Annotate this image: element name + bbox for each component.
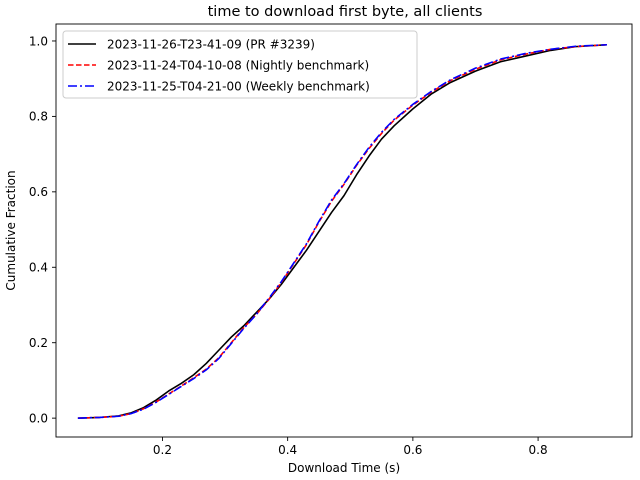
chart-title: time to download first byte, all clients	[208, 4, 483, 20]
plot-frame	[55, 23, 633, 438]
y-tick-label: 0.6	[29, 185, 48, 199]
x-axis-ticks: 0.2 0.4 0.6 0.8	[153, 437, 548, 457]
legend-box	[62, 30, 418, 99]
x-axis-label: Download Time (s)	[288, 461, 400, 475]
legend-label-2: 2023-11-24-T04-10-08 (Nightly benchmark)	[107, 58, 369, 72]
legend-label-1: 2023-11-26-T23-41-09 (PR #3239)	[107, 37, 315, 51]
x-tick-label: 0.6	[403, 443, 422, 457]
y-tick-label: 0.4	[29, 261, 48, 275]
legend: 2023-11-26-T23-41-09 (PR #3239) 2023-11-2…	[62, 30, 418, 99]
x-tick-label: 0.8	[529, 443, 548, 457]
legend-entries: 2023-11-26-T23-41-09 (PR #3239) 2023-11-2…	[68, 37, 370, 93]
series-layer	[77, 43, 608, 419]
x-tick-label: 0.4	[278, 443, 297, 457]
y-axis-label: Cumulative Fraction	[4, 170, 18, 290]
y-tick-label: 0.2	[29, 336, 48, 350]
y-tick-label: 0.8	[29, 110, 48, 124]
legend-label-3: 2023-11-25-T04-21-00 (Weekly benchmark)	[107, 79, 370, 93]
y-axis-ticks: 0.0 0.2 0.4 0.6 0.8 1.0	[29, 34, 56, 425]
x-tick-label: 0.2	[153, 443, 172, 457]
y-tick-label: 0.0	[29, 411, 48, 425]
y-tick-label: 1.0	[29, 34, 48, 48]
series-line-1	[77, 43, 608, 419]
series-line-3	[77, 43, 607, 419]
